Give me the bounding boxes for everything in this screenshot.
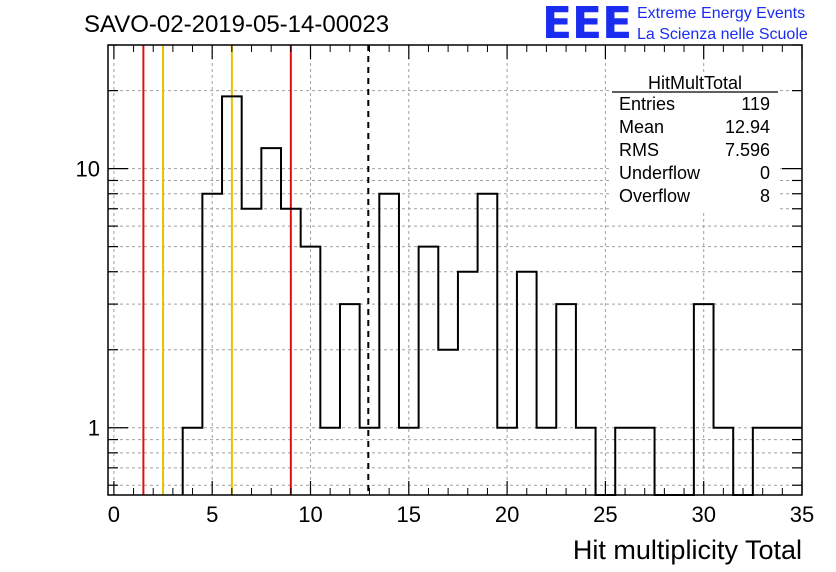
stats-label: RMS — [619, 140, 659, 160]
histogram-bin — [340, 304, 360, 495]
stats-label: Entries — [619, 94, 675, 114]
stats-value: 8 — [760, 186, 770, 206]
stats-title: HitMultTotal — [648, 73, 742, 93]
stats-value: 7.596 — [725, 140, 770, 160]
histogram-bin — [242, 209, 262, 495]
histogram-bin — [458, 272, 478, 495]
x-tick-label: 10 — [298, 502, 322, 527]
stats-label: Underflow — [619, 163, 701, 183]
logo-line-1: Extreme Energy Events — [637, 5, 805, 22]
x-axis-label: Hit multiplicity Total — [573, 535, 802, 565]
y-tick-label: 1 — [88, 416, 100, 441]
histogram-bin — [438, 350, 458, 495]
logo-text: EEE — [542, 0, 632, 49]
histogram-bin — [556, 304, 576, 495]
eee-logo: EEE Extreme Energy Events La Scienza nel… — [542, 0, 808, 49]
histogram-bin — [379, 194, 399, 495]
x-tick-label: 5 — [206, 502, 218, 527]
stats-box: HitMultTotal Entries 119 Mean 12.94 RMS 7.596… — [610, 72, 780, 212]
tick-labels: 0 5 10 15 20 25 30 35 1 10 — [76, 157, 815, 527]
x-tick-label: 20 — [495, 502, 519, 527]
x-tick-label: 15 — [397, 502, 421, 527]
histogram-bin — [517, 272, 537, 495]
chart-title: SAVO-02-2019-05-14-00023 — [84, 11, 389, 38]
y-tick-label: 10 — [76, 157, 100, 182]
reference-lines — [142, 45, 370, 495]
stats-value: 0 — [760, 163, 770, 183]
x-tick-label: 25 — [593, 502, 617, 527]
logo-line-2: La Scienza nelle Scuole — [637, 26, 808, 43]
x-tick-label: 0 — [108, 502, 120, 527]
histogram-bin — [261, 148, 281, 495]
x-tick-label: 35 — [790, 502, 814, 527]
stats-value: 119 — [741, 94, 770, 114]
x-tick-label: 30 — [691, 502, 715, 527]
histogram-bin — [478, 194, 498, 495]
stats-value: 12.94 — [725, 117, 770, 137]
histogram-bin — [419, 247, 439, 495]
plot-frame — [107, 44, 803, 496]
stats-label: Mean — [619, 117, 664, 137]
stats-label: Overflow — [619, 186, 691, 206]
axis-ticks — [108, 44, 803, 495]
